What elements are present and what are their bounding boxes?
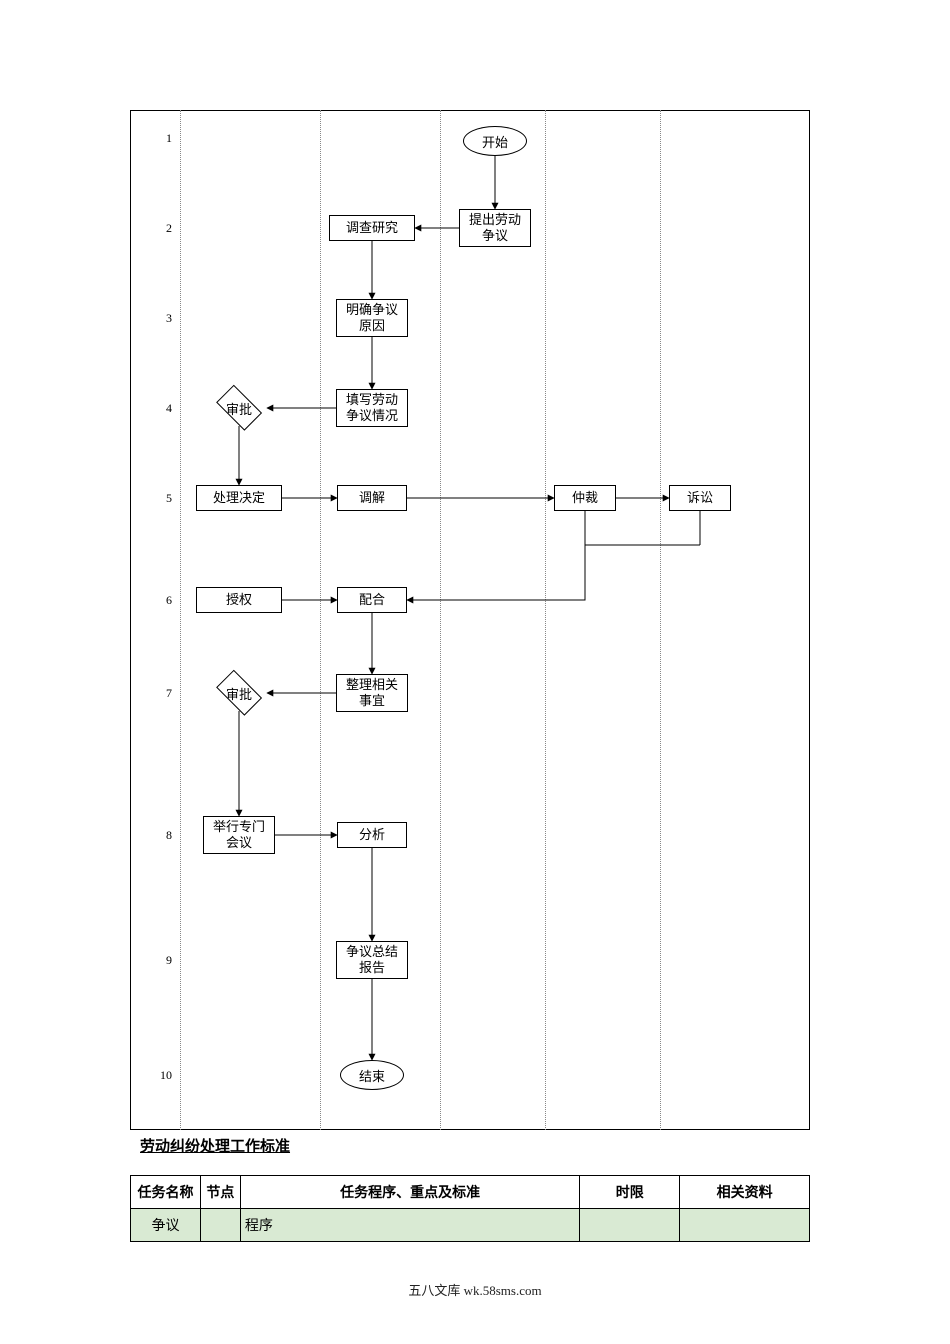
grid-vline: [320, 110, 321, 1130]
node-cooperate: 配合: [337, 587, 407, 613]
grid-vline: [660, 110, 661, 1130]
row-number: 4: [152, 401, 172, 416]
page-footer: 五八文库 wk.58sms.com: [0, 1280, 950, 1299]
row-number: 1: [152, 131, 172, 146]
node-organize: 整理相关事宜: [336, 674, 408, 712]
table-header-cell: 节点: [200, 1176, 240, 1209]
node-analyze: 分析: [337, 822, 407, 848]
node-propose: 提出劳动争议: [459, 209, 531, 247]
row-number: 9: [152, 953, 172, 968]
table-cell: [200, 1209, 240, 1242]
page: 12345678910 开始提出劳动争议调查研究明确争议原因填写劳动争议情况审批…: [0, 0, 950, 1344]
node-clarify: 明确争议原因: [336, 299, 408, 337]
table-cell: [680, 1209, 810, 1242]
row-number: 8: [152, 828, 172, 843]
grid-vline: [545, 110, 546, 1130]
node-mediate: 调解: [337, 485, 407, 511]
table-cell: [580, 1209, 680, 1242]
row-number: 6: [152, 593, 172, 608]
grid-vline: [180, 110, 181, 1130]
table-header-cell: 任务名称: [131, 1176, 201, 1209]
heading-text: 劳动纠纷处理工作标准: [140, 1139, 290, 1155]
node-start: 开始: [463, 126, 527, 156]
table-cell: 程序: [240, 1209, 579, 1242]
node-fillform: 填写劳动争议情况: [336, 389, 408, 427]
standards-table: 任务名称节点任务程序、重点及标准时限相关资料 争议 程序: [130, 1175, 810, 1242]
table-header-cell: 相关资料: [680, 1176, 810, 1209]
table-cell: 争议: [131, 1209, 201, 1242]
node-decision: 处理决定: [196, 485, 282, 511]
node-approve2: 审批: [211, 675, 267, 711]
node-report: 争议总结报告: [336, 941, 408, 979]
row-number: 3: [152, 311, 172, 326]
node-approve1: 审批: [211, 390, 267, 426]
node-arbitrate: 仲裁: [554, 485, 616, 511]
flowchart-frame: [130, 110, 810, 1130]
node-end: 结束: [340, 1060, 404, 1090]
table-header-cell: 任务程序、重点及标准: [240, 1176, 579, 1209]
row-number: 10: [152, 1068, 172, 1083]
section-heading: 劳动纠纷处理工作标准: [140, 1135, 290, 1156]
node-meeting: 举行专门会议: [203, 816, 275, 854]
node-investigate: 调查研究: [329, 215, 415, 241]
grid-vline: [440, 110, 441, 1130]
row-number: 7: [152, 686, 172, 701]
node-authorize: 授权: [196, 587, 282, 613]
node-lawsuit: 诉讼: [669, 485, 731, 511]
row-number: 2: [152, 221, 172, 236]
row-number: 5: [152, 491, 172, 506]
table-header-cell: 时限: [580, 1176, 680, 1209]
